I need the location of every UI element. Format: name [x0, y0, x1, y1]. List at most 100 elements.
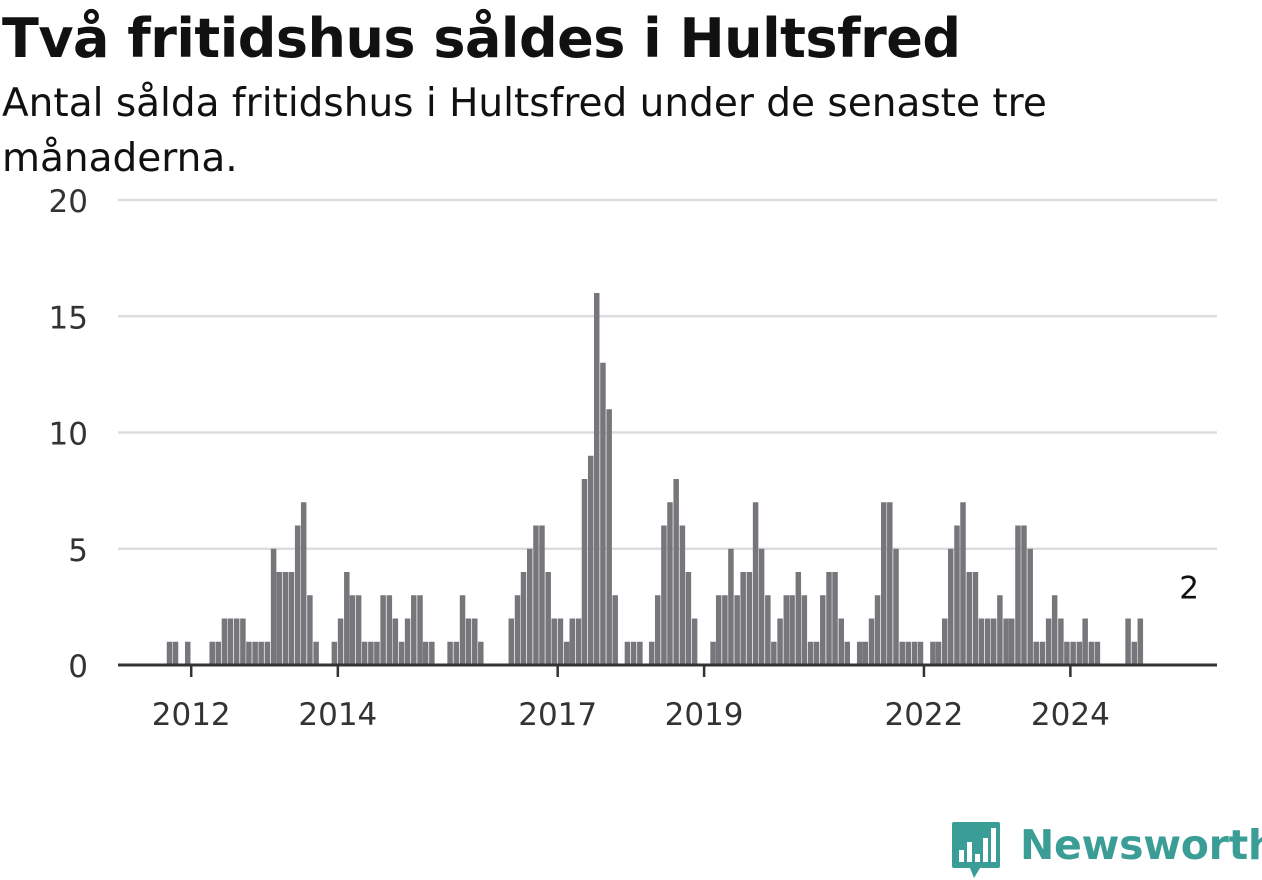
bar [826, 572, 832, 665]
bar [349, 595, 356, 665]
bar [832, 572, 838, 665]
bar [166, 641, 173, 665]
bar [630, 641, 637, 665]
bar [307, 595, 313, 665]
bar [593, 293, 600, 665]
bar [862, 641, 869, 665]
bar [978, 618, 985, 665]
bar [715, 595, 722, 665]
bar [783, 595, 790, 665]
bar [728, 548, 734, 665]
bar-chart-speech-bubble-icon [952, 822, 1000, 878]
bar [520, 572, 527, 665]
bar [246, 641, 252, 665]
bar [386, 595, 393, 665]
chart-subtitle: Antal sålda fritidshus i Hultsfred under… [2, 81, 1047, 181]
bar [838, 618, 844, 665]
bar [795, 572, 802, 665]
highlight-value-label: 2 [1179, 571, 1199, 607]
bar [600, 362, 606, 665]
bar [215, 641, 221, 665]
x-tick-label: 2022 [884, 697, 963, 733]
bar [887, 502, 893, 665]
bar [990, 618, 997, 665]
bar [1082, 618, 1088, 665]
x-tick-labels: 2012 2014 2017 2019 2022 2024 [152, 697, 1110, 733]
bar [911, 641, 918, 665]
bar [453, 641, 460, 665]
bar [184, 641, 191, 665]
y-tick-label: 15 [49, 300, 88, 336]
bar [264, 641, 271, 665]
bar [667, 502, 673, 665]
bar [368, 641, 374, 665]
bar [765, 595, 771, 665]
x-axis [118, 663, 1217, 677]
bar [233, 618, 240, 665]
bar [1003, 618, 1009, 665]
bar-chart: 0 5 10 15 20 2012 2014 2017 2019 2022 2024 2 [49, 184, 1217, 733]
newsworthy-logo: Newsworthy [950, 818, 1262, 880]
bar [1039, 641, 1046, 665]
bar [997, 595, 1003, 665]
bar [722, 595, 728, 665]
x-tick-label: 2014 [298, 697, 377, 733]
bar [1088, 641, 1095, 665]
bar [612, 595, 618, 665]
bar [276, 572, 282, 665]
bar [508, 618, 515, 665]
bar [844, 641, 851, 665]
bar [429, 641, 435, 665]
bar [1015, 525, 1021, 665]
bar [380, 595, 386, 665]
bar [960, 502, 966, 665]
bar [472, 618, 478, 665]
bar [331, 641, 338, 665]
bar [545, 572, 551, 665]
bar [563, 641, 570, 665]
bar [1070, 641, 1076, 665]
brand-name: Newsworthy [1020, 821, 1262, 869]
bar [392, 618, 399, 665]
bar [813, 641, 820, 665]
bar [948, 548, 954, 665]
bar [221, 618, 228, 665]
bar [752, 502, 759, 665]
bar [637, 641, 643, 665]
y-tick-label: 0 [68, 649, 88, 685]
bar [404, 618, 411, 665]
bar [673, 479, 679, 665]
bar [972, 572, 979, 665]
bar [874, 595, 881, 665]
bar [661, 525, 667, 665]
bar [1131, 641, 1138, 665]
bar [514, 595, 521, 665]
bar [533, 525, 539, 665]
bar [856, 641, 863, 665]
bar [685, 572, 692, 665]
bar [252, 641, 258, 665]
bar [1021, 525, 1027, 665]
bar [374, 641, 380, 665]
bar [899, 641, 905, 665]
x-tick-label: 2024 [1031, 697, 1110, 733]
bar [740, 572, 746, 665]
bar [465, 618, 472, 665]
bar [648, 641, 655, 665]
bar [539, 525, 545, 665]
bar [734, 595, 740, 665]
bar [209, 641, 215, 665]
bar [294, 525, 301, 665]
bar [758, 548, 765, 665]
bar [1008, 618, 1015, 665]
bar [1033, 641, 1039, 665]
bar [868, 618, 875, 665]
bar [917, 641, 924, 665]
bar [581, 479, 588, 665]
bar [587, 455, 594, 665]
bar [557, 618, 564, 665]
bar [411, 595, 417, 665]
bar [1045, 618, 1052, 665]
bar [801, 595, 808, 665]
bar [1064, 641, 1070, 665]
